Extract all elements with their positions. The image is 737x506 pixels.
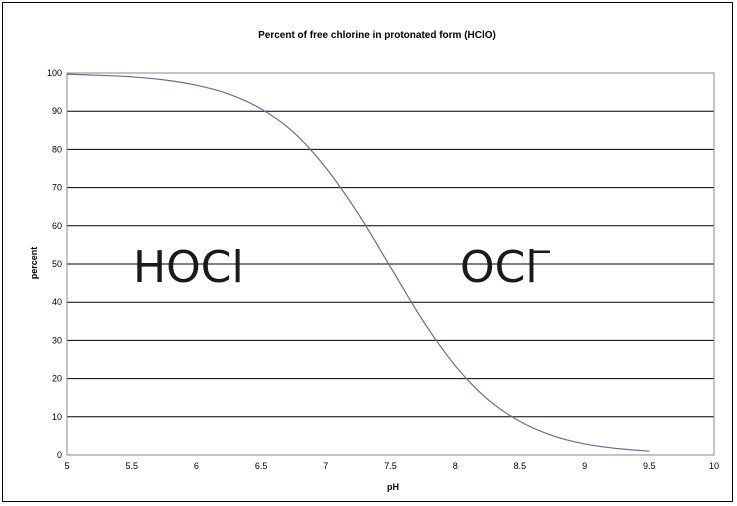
- y-tick-label: 90: [52, 106, 62, 116]
- x-tick-label: 9.5: [643, 461, 656, 471]
- x-tick-label: 7.5: [384, 461, 397, 471]
- ocl-charge-label: −: [528, 234, 553, 269]
- x-tick-label: 9: [582, 461, 587, 471]
- y-tick-label: 100: [47, 68, 62, 78]
- y-tick-label: 30: [52, 335, 62, 345]
- y-tick-label: 50: [52, 259, 62, 269]
- x-tick-label: 8.5: [514, 461, 527, 471]
- x-tick-label: 6: [194, 461, 199, 471]
- x-axis-label: pH: [387, 482, 399, 492]
- y-tick-labels: 0 10 20 30 40 50 60 70 80 90 100: [47, 68, 62, 460]
- y-axis-label: percent: [29, 247, 39, 280]
- y-tick-label: 20: [52, 374, 62, 384]
- plot-area-border: [66, 72, 715, 456]
- x-tick-label: 6.5: [255, 461, 268, 471]
- y-tick-label: 60: [52, 221, 62, 231]
- ocl-region-label: OCl: [460, 242, 538, 293]
- x-tick-labels: 5 5.5 6 6.5 7 7.5 8 8.5 9 9.5 10: [64, 461, 719, 471]
- y-tick-label: 80: [52, 144, 62, 154]
- x-tick-label: 5.5: [125, 461, 138, 471]
- y-tick-label: 10: [52, 412, 62, 422]
- series-line: [66, 73, 650, 452]
- chart-title: Percent of free chlorine in protonated f…: [258, 30, 496, 41]
- x-tick-label: 10: [709, 461, 719, 471]
- chart-svg: Percent of free chlorine in protonated f…: [29, 30, 719, 492]
- hocl-region-label: HOCl: [133, 242, 244, 293]
- x-tick-label: 5: [64, 461, 69, 471]
- x-tick-label: 7: [323, 461, 328, 471]
- y-tick-label: 70: [52, 183, 62, 193]
- y-tick-label: 0: [57, 450, 62, 460]
- x-tick-label: 8: [453, 461, 458, 471]
- y-tick-label: 40: [52, 297, 62, 307]
